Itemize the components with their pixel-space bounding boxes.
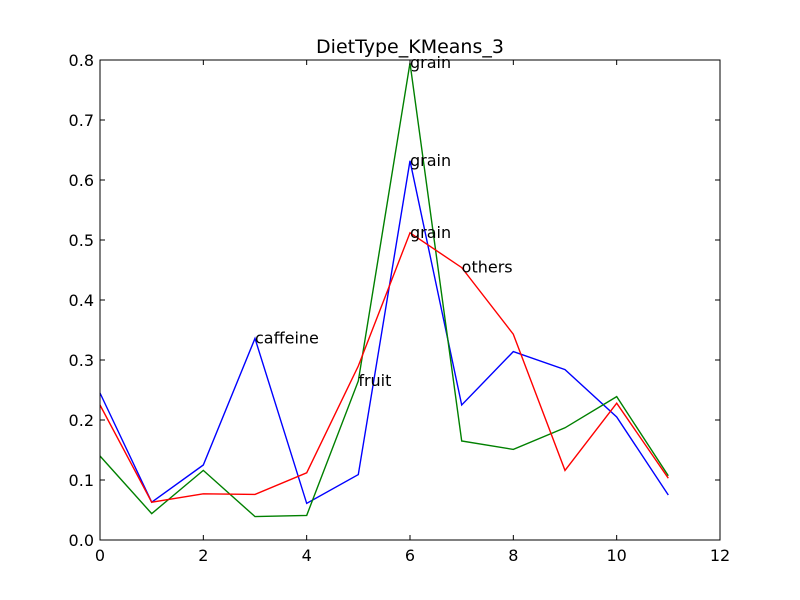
series-line-2 bbox=[99, 62, 669, 518]
x-tick-label: 0 bbox=[95, 546, 105, 565]
x-tick-label: 12 bbox=[710, 546, 730, 565]
x-tick-label: 2 bbox=[198, 546, 208, 565]
series-line-1 bbox=[99, 160, 669, 505]
x-tick-label: 8 bbox=[508, 546, 518, 565]
y-tick-label: 0.7 bbox=[69, 111, 94, 130]
y-tick-label: 0.4 bbox=[69, 291, 94, 310]
chart-title: DietType_KMeans_3 bbox=[316, 36, 504, 58]
plot-area bbox=[99, 62, 669, 518]
annotation-label: fruit bbox=[358, 371, 391, 390]
y-tick-label: 0.1 bbox=[69, 471, 94, 490]
x-tick-label: 10 bbox=[606, 546, 626, 565]
y-tick-label: 0.6 bbox=[69, 171, 94, 190]
series-line-3 bbox=[99, 231, 669, 503]
axes: 0 2 4 6 8 10 12 0.0 0.1 0.2 0.3 0.4 0.5 0.6 0.7 0.8 bbox=[69, 51, 731, 565]
y-tick-label: 0.5 bbox=[69, 231, 94, 250]
y-tick-label: 0.0 bbox=[69, 531, 94, 550]
annotations: grain grain grain others caffeine fruit bbox=[255, 53, 513, 390]
annotation-label: grain bbox=[410, 151, 451, 170]
x-tick-label: 6 bbox=[405, 546, 415, 565]
annotation-label: caffeine bbox=[255, 328, 319, 347]
annotation-label: grain bbox=[410, 223, 451, 242]
y-tick-label: 0.3 bbox=[69, 351, 94, 370]
x-tick-label: 4 bbox=[302, 546, 312, 565]
annotation-label: others bbox=[462, 258, 513, 277]
y-tick-label: 0.8 bbox=[69, 51, 94, 70]
annotation-label: grain bbox=[410, 53, 451, 72]
y-tick-label: 0.2 bbox=[69, 411, 94, 430]
